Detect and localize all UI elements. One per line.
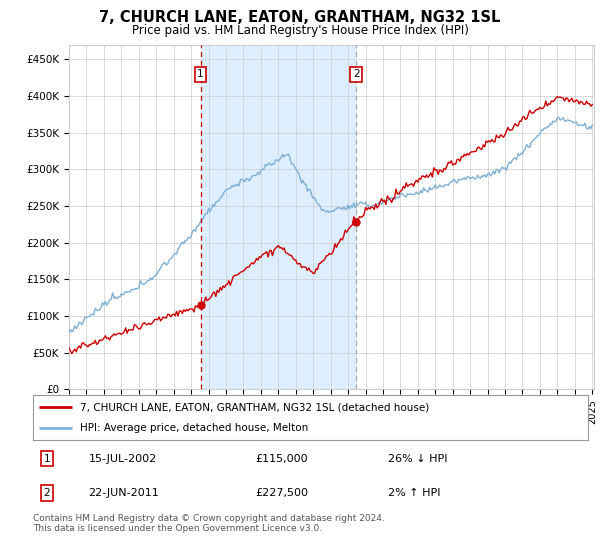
Text: 2: 2	[353, 69, 359, 79]
Text: 1: 1	[44, 454, 50, 464]
Text: £115,000: £115,000	[255, 454, 308, 464]
Text: 7, CHURCH LANE, EATON, GRANTHAM, NG32 1SL: 7, CHURCH LANE, EATON, GRANTHAM, NG32 1S…	[100, 10, 500, 25]
Text: Contains HM Land Registry data © Crown copyright and database right 2024.
This d: Contains HM Land Registry data © Crown c…	[33, 514, 385, 534]
Text: 2: 2	[44, 488, 50, 498]
Text: £227,500: £227,500	[255, 488, 308, 498]
Text: 22-JUN-2011: 22-JUN-2011	[89, 488, 159, 498]
Text: HPI: Average price, detached house, Melton: HPI: Average price, detached house, Melt…	[80, 423, 308, 433]
Text: Price paid vs. HM Land Registry's House Price Index (HPI): Price paid vs. HM Land Registry's House …	[131, 24, 469, 36]
Text: 15-JUL-2002: 15-JUL-2002	[89, 454, 157, 464]
Text: 7, CHURCH LANE, EATON, GRANTHAM, NG32 1SL (detached house): 7, CHURCH LANE, EATON, GRANTHAM, NG32 1S…	[80, 402, 430, 412]
Text: 1: 1	[197, 69, 204, 79]
Text: 26% ↓ HPI: 26% ↓ HPI	[388, 454, 448, 464]
Text: 2% ↑ HPI: 2% ↑ HPI	[388, 488, 440, 498]
Bar	[200, 45, 356, 389]
